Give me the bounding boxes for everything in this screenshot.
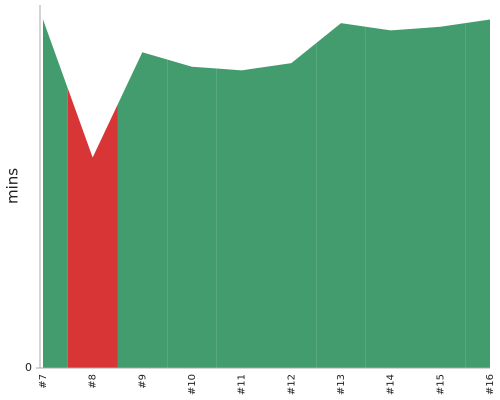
area-segment [465,19,490,369]
area-segment [216,66,267,369]
area-segment [117,52,168,368]
x-tick-label: #12 [286,374,297,395]
x-tick-label: #7 [38,374,49,389]
area-segment [167,59,217,368]
x-tick-label: #10 [187,374,198,395]
x-tick-label: #14 [386,374,397,395]
area-segment [316,23,366,369]
x-tick-label: #13 [336,374,347,395]
area-segment [365,26,416,369]
x-tick-label: #9 [137,374,148,389]
x-tick-label: #11 [237,374,248,395]
area-segment [266,43,317,369]
x-tick-label: #8 [88,374,99,389]
area-segment [67,88,118,369]
y-tick-label: 0 [25,361,32,374]
x-tick-label: #16 [485,374,496,395]
y-axis-label: mins [4,168,22,204]
area-segment [43,19,68,369]
x-tick-label: #15 [435,374,446,395]
area-segment [415,23,466,369]
